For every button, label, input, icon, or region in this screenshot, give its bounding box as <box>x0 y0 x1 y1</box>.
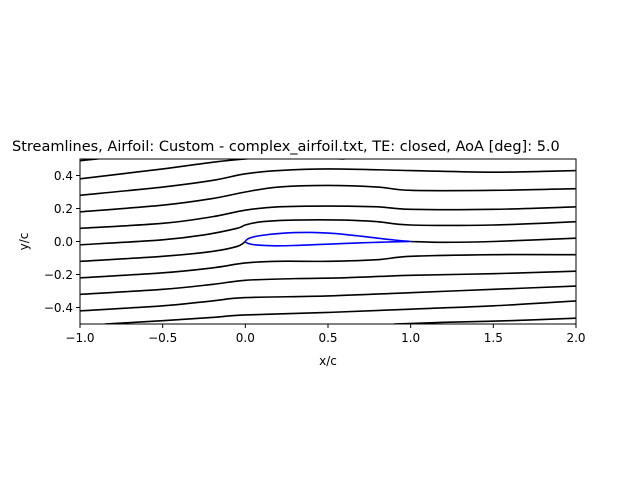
x-tick-label: 0.5 <box>318 331 337 345</box>
chart-title: Streamlines, Airfoil: Custom - complex_a… <box>12 139 560 155</box>
streamlines-layer <box>80 159 576 324</box>
streamline-2 <box>80 159 345 180</box>
x-tick-label: −1.0 <box>65 331 94 345</box>
streamline-5 <box>80 205 576 230</box>
y-tick-label: 0.4 <box>54 169 73 183</box>
streamline-4 <box>80 184 576 213</box>
streamline-10 <box>80 270 576 296</box>
y-tick-label: −0.4 <box>44 301 73 315</box>
streamline-8 <box>410 237 576 244</box>
streamline-13 <box>394 317 576 324</box>
streamline-12 <box>104 300 576 324</box>
airfoil-outline <box>244 231 411 247</box>
streamline-9 <box>80 253 576 279</box>
streamline-1 <box>80 159 105 162</box>
streamline-7 <box>80 240 246 263</box>
streamline-11 <box>80 285 576 312</box>
y-axis: −0.4 −0.2 0.0 0.2 0.4 <box>44 169 80 315</box>
streamline-6 <box>80 219 576 246</box>
y-axis-label: y/c <box>17 233 31 251</box>
y-tick-label: −0.2 <box>44 268 73 282</box>
x-tick-label: −0.5 <box>148 331 177 345</box>
y-tick-label: 0.2 <box>54 202 73 216</box>
x-tick-label: 2.0 <box>566 331 585 345</box>
airfoil-layer <box>244 231 411 247</box>
x-axis-label: x/c <box>319 354 337 368</box>
x-tick-label: 0.0 <box>236 331 255 345</box>
y-tick-label: 0.0 <box>54 235 73 249</box>
x-axis: −1.0 −0.5 0.0 0.5 1.0 1.5 2.0 <box>65 324 586 345</box>
x-tick-label: 1.0 <box>401 331 420 345</box>
streamline-3 <box>80 168 576 197</box>
x-tick-label: 1.5 <box>484 331 503 345</box>
